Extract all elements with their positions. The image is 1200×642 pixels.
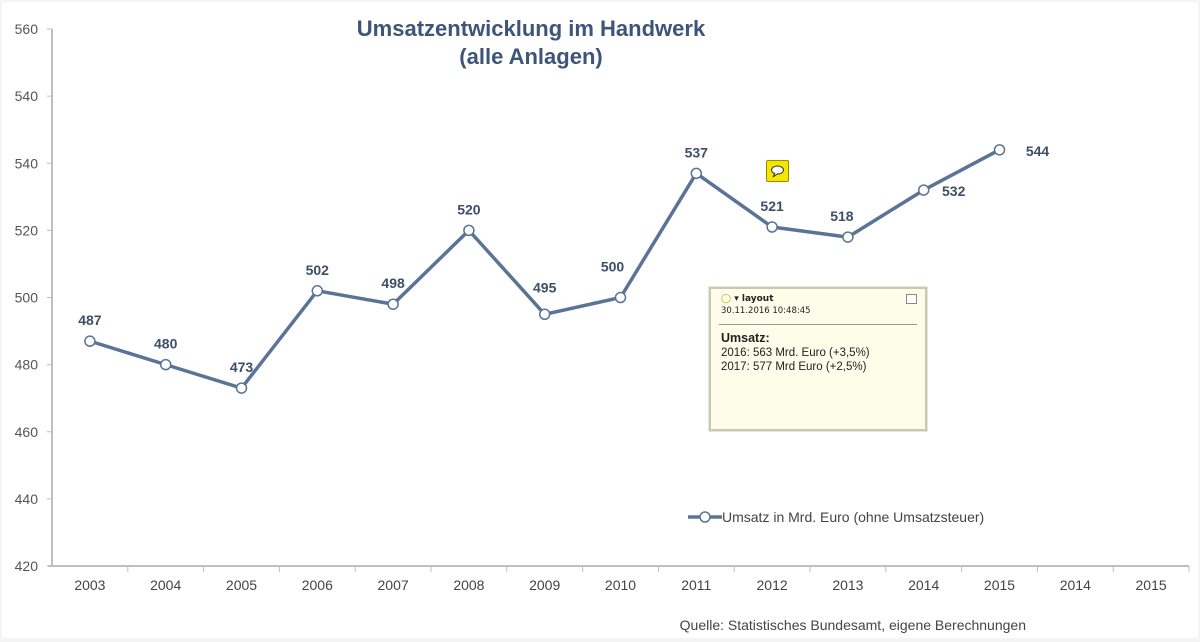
divider — [719, 324, 917, 325]
x-tick-label: 2009 — [529, 577, 560, 593]
data-label: 500 — [601, 259, 625, 275]
data-point — [614, 291, 627, 304]
data-point — [387, 298, 399, 310]
data-label: 518 — [830, 208, 854, 224]
data-point — [463, 224, 475, 237]
x-tick-label: 2005 — [226, 577, 257, 593]
x-tick-label: 2007 — [378, 577, 409, 593]
minimize-button[interactable] — [906, 294, 917, 304]
data-label: 532 — [942, 183, 966, 199]
y-tick-label: 460 — [15, 424, 39, 440]
x-tick-label: 2014 — [1060, 577, 1091, 593]
data-point — [993, 144, 1006, 156]
legend-label: Umsatz in Mrd. Euro (ohne Umsatzsteuer) — [722, 509, 984, 525]
comment-line: 2016: 563 Mrd. Euro (+3,5%) — [721, 347, 870, 359]
data-label: 480 — [154, 336, 178, 352]
data-label: 537 — [685, 144, 709, 160]
y-tick-label: 560 — [15, 21, 39, 37]
data-label: 498 — [381, 275, 405, 291]
comment-heading: Umsatz: — [721, 331, 770, 345]
data-label: 502 — [306, 262, 330, 278]
chart-subtitle: (alle Anlagen) — [459, 44, 602, 69]
x-tick-label: 2012 — [757, 577, 788, 593]
data-point — [690, 167, 703, 180]
comment-popup[interactable]: ◯ ▾ layout 30.11.2016 10:48:45 Umsatz: 2… — [708, 286, 928, 432]
data-point — [842, 231, 854, 243]
y-tick-label: 480 — [15, 357, 39, 373]
y-tick-label: 440 — [15, 491, 39, 507]
x-tick-label: 2013 — [832, 577, 863, 593]
comment-timestamp: 30.11.2016 10:48:45 — [721, 306, 811, 316]
x-tick-label: 2014 — [908, 577, 939, 593]
data-label: 520 — [457, 201, 481, 217]
y-tick-label: 520 — [15, 222, 39, 238]
x-tick-label: 2003 — [74, 577, 105, 593]
y-tick-label: 540 — [15, 88, 39, 104]
data-point — [235, 382, 248, 394]
y-tick-label: 500 — [15, 290, 39, 306]
data-point — [84, 335, 96, 347]
data-label: 487 — [78, 312, 102, 328]
data-point — [538, 308, 551, 321]
x-tick-label: 2011 — [681, 577, 711, 593]
x-tick-label: 2015 — [984, 577, 1015, 593]
x-tick-label: 2004 — [150, 577, 181, 593]
x-tick-label: 2015 — [1136, 577, 1167, 593]
x-tick-label: 2008 — [453, 577, 484, 593]
legend-marker — [699, 511, 711, 523]
data-label: 544 — [1026, 143, 1050, 159]
source-note: Quelle: Statistisches Bundesamt, eigene … — [680, 617, 1026, 633]
data-label: 473 — [230, 359, 254, 375]
x-tick-label: 2010 — [605, 577, 636, 593]
data-label: 521 — [760, 198, 784, 214]
chart-title: Umsatzentwicklung im Handwerk — [357, 16, 706, 41]
data-point — [159, 358, 172, 371]
x-tick-label: 2006 — [302, 577, 333, 593]
data-point — [917, 184, 930, 196]
y-tick-label: 420 — [15, 558, 39, 574]
y-tick-label: 540 — [15, 155, 39, 171]
comment-line: 2017: 577 Mrd Euro (+2,5%) — [721, 361, 867, 373]
data-point — [311, 285, 324, 297]
comment-small-icon: ◯ — [721, 294, 732, 304]
comment-icon[interactable] — [766, 160, 789, 182]
comment-author: layout — [741, 294, 774, 304]
data-point — [766, 221, 778, 233]
data-label: 495 — [533, 279, 557, 295]
